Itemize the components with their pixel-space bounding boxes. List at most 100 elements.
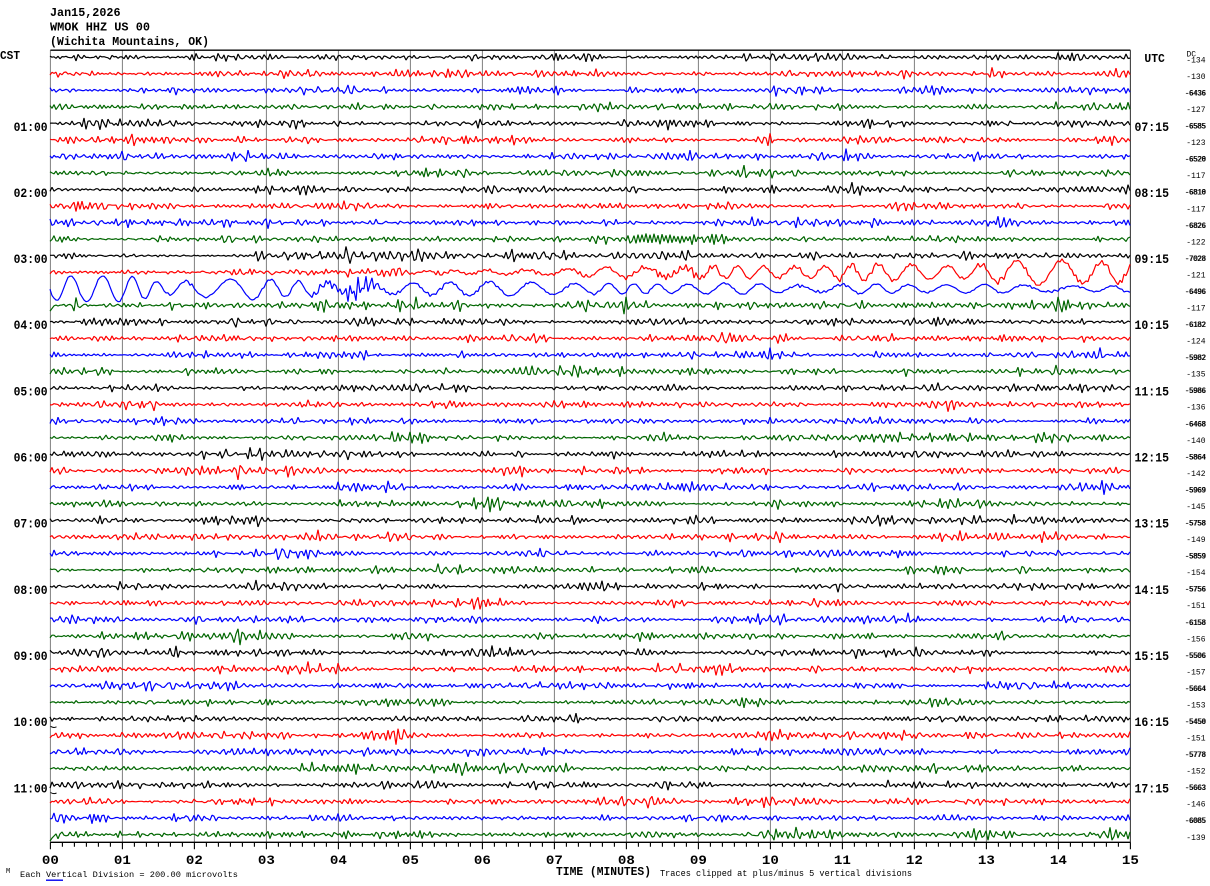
svg-text:-5506: -5506 [1185, 652, 1206, 661]
svg-text:-6436: -6436 [1185, 90, 1206, 99]
svg-text:-149: -149 [1186, 536, 1205, 545]
svg-text:-146: -146 [1186, 801, 1205, 810]
svg-text:-135: -135 [1186, 371, 1205, 380]
svg-text:-154: -154 [1186, 569, 1205, 578]
svg-text:09:00: 09:00 [14, 649, 48, 664]
svg-text:07: 07 [546, 853, 563, 868]
svg-text:-5969: -5969 [1185, 486, 1206, 495]
svg-text:-6158: -6158 [1185, 619, 1206, 628]
svg-text:-5756: -5756 [1185, 586, 1206, 595]
svg-text:M: M [6, 868, 10, 876]
svg-text:-5986: -5986 [1185, 387, 1206, 396]
svg-text:DC: DC [1187, 51, 1197, 60]
svg-text:Traces clipped at plus/minus 5: Traces clipped at plus/minus 5 vertical … [660, 869, 912, 879]
svg-text:03:00: 03:00 [14, 252, 48, 267]
svg-text:01: 01 [114, 853, 131, 868]
svg-text:-6085: -6085 [1185, 817, 1206, 826]
svg-text:-6810: -6810 [1185, 189, 1206, 198]
svg-text:09: 09 [690, 853, 707, 868]
svg-text:TIME (MINUTES): TIME (MINUTES) [556, 866, 651, 879]
svg-text:-127: -127 [1186, 106, 1205, 115]
svg-text:-151: -151 [1186, 735, 1205, 744]
svg-text:10: 10 [762, 853, 779, 868]
svg-text:-5758: -5758 [1185, 520, 1206, 529]
svg-text:00: 00 [42, 853, 59, 868]
svg-text:-6085: -6085 [1185, 817, 1206, 826]
svg-text:Jan15,2026: Jan15,2026 [50, 6, 121, 20]
svg-text:-5664: -5664 [1185, 685, 1206, 694]
svg-text:-123: -123 [1186, 139, 1205, 148]
svg-text:04:00: 04:00 [14, 318, 48, 333]
svg-text:-5663: -5663 [1185, 784, 1206, 793]
svg-text:06:00: 06:00 [14, 451, 48, 466]
svg-text:-5986: -5986 [1185, 387, 1206, 396]
svg-text:-6158: -6158 [1185, 619, 1206, 628]
svg-text:15: 15 [1122, 853, 1139, 868]
svg-text:-7028: -7028 [1185, 255, 1206, 264]
svg-text:-5859: -5859 [1185, 553, 1206, 562]
svg-text:-6585: -6585 [1185, 123, 1206, 132]
svg-text:-140: -140 [1186, 437, 1205, 446]
svg-text:-156: -156 [1186, 635, 1205, 644]
svg-text:-5450: -5450 [1185, 718, 1206, 727]
svg-text:-5756: -5756 [1185, 586, 1206, 595]
svg-text:-6496: -6496 [1185, 288, 1206, 297]
svg-text:-157: -157 [1186, 668, 1205, 677]
svg-text:-6496: -6496 [1185, 288, 1206, 297]
svg-text:15:15: 15:15 [1135, 649, 1170, 664]
svg-text:-5864: -5864 [1185, 453, 1206, 462]
svg-text:14:15: 14:15 [1135, 583, 1170, 598]
svg-text:11:00: 11:00 [14, 781, 48, 796]
svg-text:-122: -122 [1186, 238, 1205, 247]
svg-text:03: 03 [258, 853, 275, 868]
svg-text:-124: -124 [1186, 338, 1205, 347]
svg-text:07:15: 07:15 [1135, 120, 1170, 135]
svg-text:-121: -121 [1186, 271, 1205, 280]
svg-text:08:00: 08:00 [14, 583, 48, 598]
svg-text:09:15: 09:15 [1135, 252, 1170, 267]
svg-text:-136: -136 [1186, 404, 1205, 413]
svg-text:-151: -151 [1186, 602, 1205, 611]
svg-text:-145: -145 [1186, 503, 1205, 512]
svg-text:UTC: UTC [1144, 52, 1165, 66]
svg-text:-5506: -5506 [1185, 652, 1206, 661]
svg-text:13: 13 [978, 853, 995, 868]
svg-text:-5664: -5664 [1185, 685, 1206, 694]
svg-text:CST: CST [0, 49, 20, 63]
svg-text:17:15: 17:15 [1135, 781, 1170, 796]
svg-text:Each Vertical Division = 200.: Each Vertical Division = 200.00 microvol… [20, 870, 238, 880]
svg-text:10:15: 10:15 [1135, 318, 1170, 333]
svg-text:-5758: -5758 [1185, 520, 1206, 529]
svg-text:04: 04 [330, 853, 347, 868]
svg-text:-142: -142 [1186, 470, 1205, 479]
svg-text:01:00: 01:00 [14, 120, 48, 135]
svg-text:10:00: 10:00 [14, 715, 48, 730]
svg-text:-5450: -5450 [1185, 718, 1206, 727]
svg-text:-6182: -6182 [1185, 321, 1206, 330]
svg-text:-6520: -6520 [1185, 156, 1206, 165]
svg-text:-6585: -6585 [1185, 123, 1206, 132]
svg-text:02:00: 02:00 [14, 186, 48, 201]
svg-text:-5982: -5982 [1185, 354, 1206, 363]
svg-text:-6436: -6436 [1185, 90, 1206, 99]
svg-text:-6468: -6468 [1185, 420, 1206, 429]
svg-text:-6468: -6468 [1185, 420, 1206, 429]
svg-text:-5982: -5982 [1185, 354, 1206, 363]
svg-text:08: 08 [618, 853, 635, 868]
svg-text:-5778: -5778 [1185, 751, 1206, 760]
svg-text:11: 11 [834, 853, 851, 868]
svg-text:-6810: -6810 [1185, 189, 1206, 198]
svg-text:-117: -117 [1186, 205, 1205, 214]
svg-text:02: 02 [186, 853, 203, 868]
svg-text:-152: -152 [1186, 768, 1205, 777]
svg-text:-5969: -5969 [1185, 486, 1206, 495]
svg-text:16:15: 16:15 [1135, 715, 1170, 730]
svg-text:12: 12 [906, 853, 923, 868]
svg-text:11:15: 11:15 [1135, 384, 1170, 399]
svg-text:-6826: -6826 [1185, 222, 1206, 231]
svg-text:-6182: -6182 [1185, 321, 1206, 330]
svg-text:(Wichita Mountains, OK): (Wichita Mountains, OK) [50, 35, 209, 49]
svg-text:05: 05 [402, 853, 419, 868]
svg-text:WMOK HHZ US 00: WMOK HHZ US 00 [50, 21, 150, 35]
svg-text:-5864: -5864 [1185, 453, 1206, 462]
